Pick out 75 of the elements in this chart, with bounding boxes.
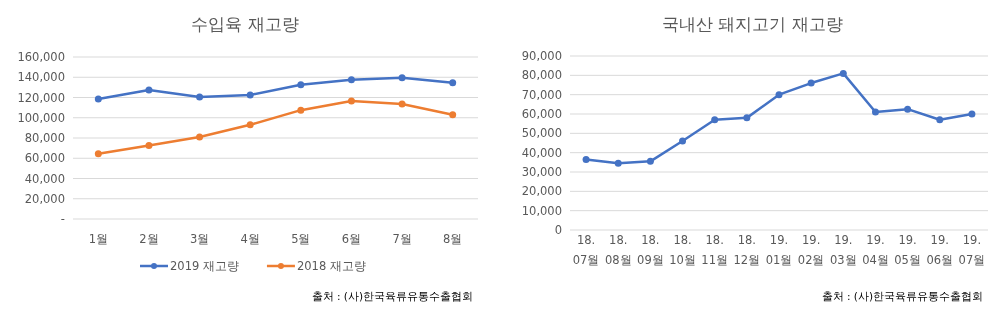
y-tick-label: 160,000 (17, 50, 65, 64)
x-tick-label: 4월 (240, 232, 260, 246)
x-tick-label: 8월 (443, 232, 463, 246)
point (246, 91, 254, 99)
point (398, 74, 406, 82)
point (936, 116, 944, 124)
x-tick-label: 18. 11월 (701, 233, 729, 267)
point (398, 100, 406, 108)
chart-title: 수입육 재고량 (191, 14, 299, 34)
x-tick-label: 3월 (189, 232, 210, 246)
point (94, 150, 102, 158)
x-tick-label: 19. 05월 (894, 233, 921, 267)
point (871, 108, 879, 116)
point (646, 157, 654, 165)
point (679, 137, 687, 145)
x-tick-label: 1월 (88, 232, 108, 246)
point (582, 155, 590, 163)
y-tick-label: 20,000 (521, 184, 562, 199)
x-tick-label: 18. 08월 (604, 233, 632, 267)
y-tick-label: 50,000 (521, 126, 562, 141)
y-tick-label: - (60, 212, 65, 226)
point (347, 76, 355, 84)
point (743, 114, 751, 122)
point (297, 81, 305, 89)
chart-title: 국내산 돼지고기 재고량 (662, 14, 843, 34)
y-tick-label: 10,000 (521, 203, 562, 218)
point (775, 91, 783, 99)
y-tick-label: 80,000 (521, 68, 562, 83)
x-tick-label: 19. 06월 (926, 233, 954, 267)
x-tick-label: 19. 01월 (765, 233, 793, 267)
point (145, 142, 153, 150)
point (246, 121, 254, 129)
point (449, 79, 457, 87)
x-tick-label: 18. 10월 (669, 233, 696, 267)
x-tick-label: 19. 07월 (958, 233, 986, 267)
y-tick-label: 100,000 (17, 110, 65, 125)
point (904, 105, 912, 113)
y-tick-label: 0 (554, 223, 562, 237)
x-tick-label: 6월 (341, 232, 362, 246)
x-tick-label: 18. 09월 (637, 233, 664, 267)
x-tick-label: 18. 12월 (733, 233, 761, 267)
legend-label: 2018 재고량 (296, 259, 366, 273)
y-tick-label: 40,000 (24, 171, 65, 186)
point (145, 86, 153, 94)
x-tick-label: 19. 03월 (829, 233, 857, 267)
point (297, 106, 305, 114)
y-tick-label: 120,000 (17, 90, 65, 105)
point (968, 110, 976, 118)
y-tick-label: 80,000 (24, 131, 65, 145)
y-tick-label: 30,000 (521, 165, 562, 179)
x-tick-label: 5월 (291, 232, 311, 246)
point (196, 93, 204, 101)
y-tick-label: 60,000 (521, 107, 562, 121)
y-tick-label: 40,000 (521, 145, 562, 160)
point (839, 69, 847, 77)
x-tick-label: 19. 04월 (862, 233, 889, 267)
legend-label: 2019 재고량 (170, 259, 239, 273)
x-tick-label: 7월 (392, 232, 412, 246)
point (196, 133, 204, 141)
point (711, 116, 719, 124)
x-tick-label: 2월 (139, 232, 159, 246)
y-tick-label: 20,000 (24, 191, 65, 206)
x-tick-label: 18. 07월 (572, 233, 600, 267)
point (614, 159, 622, 167)
point (94, 95, 102, 103)
y-tick-label: 70,000 (521, 87, 562, 102)
point (449, 111, 457, 119)
x-tick-label: 19. 02월 (797, 233, 825, 267)
source-note: 출처 : (사)한국육류유통수출협회 (821, 290, 983, 302)
point (347, 97, 355, 105)
source-note: 출처 : (사)한국육류유통수출협회 (311, 290, 473, 302)
point (807, 79, 815, 87)
y-tick-label: 60,000 (24, 151, 65, 166)
y-tick-label: 90,000 (521, 49, 562, 63)
y-tick-label: 140,000 (17, 70, 65, 85)
